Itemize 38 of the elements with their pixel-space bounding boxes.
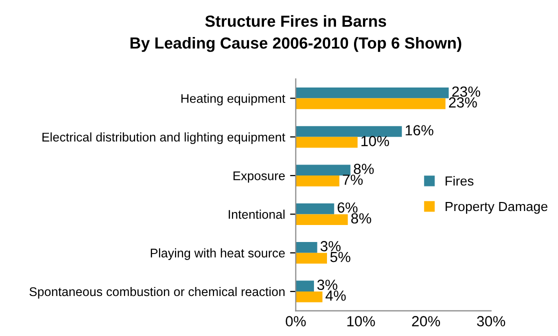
data-label: 4%: [326, 290, 346, 301]
x-tick-label: 0%: [286, 316, 306, 326]
data-label: 3%: [320, 241, 341, 252]
bar: [296, 214, 348, 226]
data-label: 7%: [342, 174, 363, 185]
bar: [296, 280, 314, 292]
chart-title: Structure Fires in Barns: [205, 15, 386, 27]
bar: [296, 136, 358, 148]
x-tick-label: 20%: [412, 316, 440, 326]
bar: [296, 87, 449, 98]
bar: [296, 252, 327, 264]
data-label: 16%: [406, 125, 434, 136]
bar: [296, 98, 446, 110]
bar: [296, 242, 318, 253]
legend-label: Property Damage: [446, 202, 548, 214]
bar: [296, 164, 350, 176]
chart-subtitle: By Leading Cause 2006-2010 (Top 6 Shown): [130, 36, 462, 52]
y-tick-label: Exposure: [234, 171, 285, 183]
data-label: 10%: [361, 136, 390, 146]
data-label: 8%: [351, 213, 372, 224]
data-label: 8%: [354, 164, 374, 174]
data-label: 3%: [317, 280, 338, 290]
bar: [296, 126, 402, 137]
bar: [296, 203, 334, 214]
data-label: 5%: [330, 252, 350, 262]
x-tick-label: 10%: [347, 316, 375, 326]
bar: [296, 176, 340, 186]
bar: [296, 291, 322, 302]
legend-label: Fires: [446, 176, 474, 186]
y-tick-label: Playing with heat source: [150, 248, 285, 260]
x-tick-label: 30%: [477, 316, 506, 326]
data-label: 6%: [338, 202, 358, 213]
y-tick-label: Spontaneous combustion or chemical reaction: [30, 286, 285, 299]
y-tick-label: Intentional: [228, 210, 284, 219]
y-tick-label: Electrical distribution and lighting equipment: [42, 132, 286, 144]
data-label: 23%: [448, 97, 477, 108]
data-label: 23%: [452, 86, 480, 97]
y-tick-label: Heating equipment: [181, 94, 286, 106]
